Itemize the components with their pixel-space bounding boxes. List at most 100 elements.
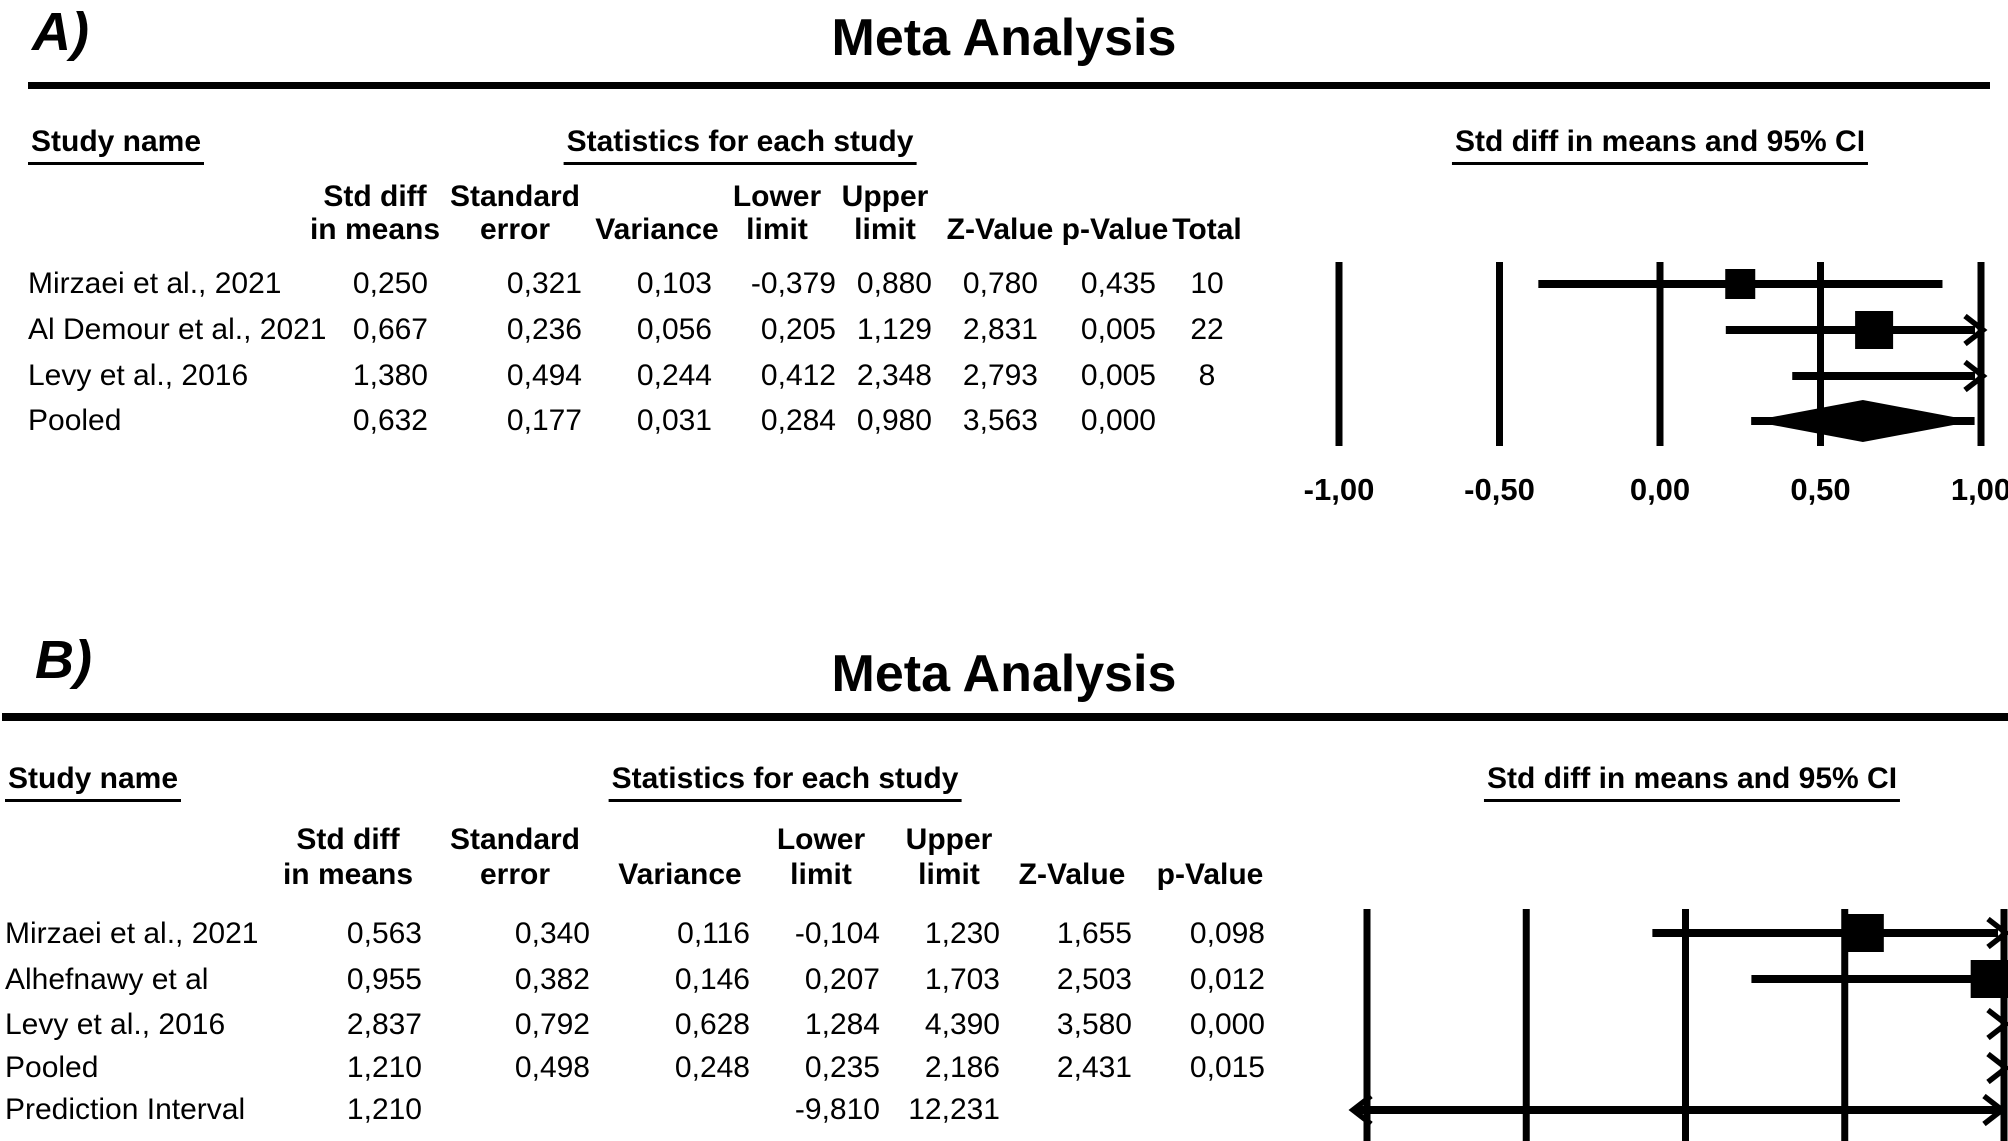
column-header: limit <box>790 858 852 891</box>
table-value: 3,563 <box>962 404 1038 437</box>
effect-square <box>1855 311 1894 349</box>
table-value: 22 <box>1190 313 1224 346</box>
table-value: 2,348 <box>856 359 932 392</box>
study-name: Levy et al., 2016 <box>28 359 249 392</box>
arrow-right-icon <box>1963 313 1988 347</box>
table-value: 0,031 <box>636 404 712 437</box>
column-header: Z-Value <box>946 213 1054 246</box>
axis-tick-label: 0,50 <box>1790 472 1850 507</box>
study-name: Pooled <box>28 404 122 437</box>
effect-square <box>1845 914 1884 952</box>
table-value: 1,284 <box>804 1008 880 1041</box>
table-value: 2,837 <box>346 1008 422 1041</box>
table-value: 0,498 <box>514 1051 590 1084</box>
table-value: 0,103 <box>636 267 712 300</box>
table-value: 8 <box>1198 359 1216 392</box>
column-header: Upper <box>905 823 993 856</box>
column-header: Standard <box>449 180 581 213</box>
study-name: Pooled <box>5 1051 99 1084</box>
study-name: Al Demour et al., 2021 <box>28 313 327 346</box>
table-value: 0,780 <box>962 267 1038 300</box>
table-value: 0,880 <box>856 267 932 300</box>
table-value: 0,284 <box>760 404 836 437</box>
table-value: 0,000 <box>1189 1008 1265 1041</box>
table-value: 0,248 <box>674 1051 750 1084</box>
panel-b-title-rule <box>2 713 2008 721</box>
column-header: Lower <box>776 823 866 856</box>
table-value: 1,230 <box>924 917 1000 950</box>
table-value: 0,340 <box>514 917 590 950</box>
column-header: Std diff <box>296 823 400 856</box>
axis-tick-label: -1,00 <box>1304 472 1375 507</box>
table-value: 0,563 <box>346 917 422 950</box>
table-value: 0,955 <box>346 963 422 996</box>
table-value: 0,005 <box>1080 359 1156 392</box>
table-value: 0,628 <box>674 1008 750 1041</box>
column-header: limit <box>854 213 916 246</box>
table-value: 2,186 <box>924 1051 1000 1084</box>
table-value: 3,580 <box>1056 1008 1132 1041</box>
table-value: 0,205 <box>760 313 836 346</box>
panel-a-effect-header: Std diff in means and 95% CI <box>1451 126 1869 165</box>
table-value: 0,116 <box>677 917 750 950</box>
study-name: Levy et al., 2016 <box>5 1008 226 1041</box>
column-header: p-Value <box>1061 213 1169 246</box>
arrow-right-icon <box>1963 359 1988 393</box>
table-value: -0,379 <box>750 267 836 300</box>
arrow-right-icon <box>1986 916 2008 950</box>
table-value: 0,207 <box>804 963 880 996</box>
study-name: Alhefnawy et al <box>5 963 209 996</box>
table-value: 0,177 <box>506 404 582 437</box>
column-header: Z-Value <box>1018 858 1126 891</box>
table-value: 0,098 <box>1189 917 1265 950</box>
table-value: 1,210 <box>346 1093 422 1126</box>
study-name: Mirzaei et al., 2021 <box>5 917 259 950</box>
pooled-diamond <box>1751 400 1975 442</box>
table-value: -9,810 <box>794 1093 880 1126</box>
panel-a-statistics-header: Statistics for each study <box>563 126 917 165</box>
table-value: 0,412 <box>760 359 836 392</box>
table-value: 0,236 <box>506 313 582 346</box>
table-value: 2,831 <box>962 313 1038 346</box>
table-value: 2,503 <box>1056 963 1132 996</box>
column-header: limit <box>746 213 808 246</box>
table-value: 0,000 <box>1080 404 1156 437</box>
column-header: in means <box>282 858 414 891</box>
table-value: 0,792 <box>514 1008 590 1041</box>
panel-b-label: B) <box>35 630 92 690</box>
panel-a-study-name-header: Study name <box>28 126 205 165</box>
panel-a-title-rule <box>28 82 1990 89</box>
table-value: 0,435 <box>1080 267 1156 300</box>
column-header: limit <box>918 858 980 891</box>
study-name: Mirzaei et al., 2021 <box>28 267 282 300</box>
column-header: Standard <box>449 823 581 856</box>
axis-tick-label: -0,50 <box>1464 472 1535 507</box>
table-value: 0,321 <box>506 267 582 300</box>
table-value: 0,005 <box>1080 313 1156 346</box>
table-value: 2,793 <box>962 359 1038 392</box>
table-value: -0,104 <box>794 917 880 950</box>
column-header: Variance <box>618 858 742 891</box>
table-value: 0,980 <box>856 404 932 437</box>
table-value: 2,431 <box>1056 1051 1132 1084</box>
table-value: 0,146 <box>674 963 750 996</box>
table-value: 1,380 <box>352 359 428 392</box>
column-header: error <box>479 213 551 246</box>
table-value: 1,129 <box>856 313 932 346</box>
panel-b-effect-header: Std diff in means and 95% CI <box>1483 763 1901 802</box>
table-value: 0,494 <box>506 359 582 392</box>
table-value: 0,012 <box>1189 963 1265 996</box>
table-value: 0,056 <box>636 313 712 346</box>
table-value: 0,015 <box>1189 1051 1265 1084</box>
column-header: error <box>479 858 551 891</box>
study-name: Prediction Interval <box>5 1093 246 1126</box>
arrow-right-icon <box>1982 1093 2007 1127</box>
table-value: 4,390 <box>924 1008 1000 1041</box>
table-value: 1,703 <box>924 963 1000 996</box>
panel-a-title: Meta Analysis <box>831 9 1177 67</box>
table-value: 1,655 <box>1056 917 1132 950</box>
table-value: 0,250 <box>352 267 428 300</box>
column-header: Lower <box>732 180 822 213</box>
